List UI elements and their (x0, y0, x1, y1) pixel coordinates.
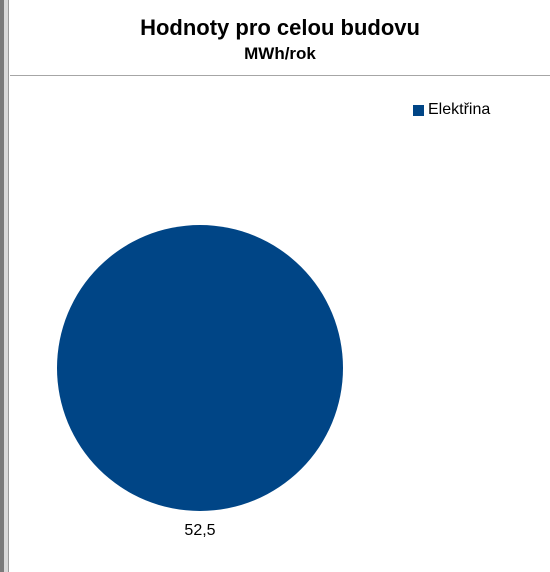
chart-subtitle: MWh/rok (244, 44, 316, 63)
window-left-edge (0, 0, 4, 572)
chart-legend: Elektřina (413, 101, 490, 119)
window-left-bevel (4, 0, 9, 572)
slice-value-label: 52,5 (184, 522, 215, 539)
pie-slice (57, 225, 343, 511)
chart-title-area: Hodnoty pro celou budovu MWh/rok (10, 0, 550, 76)
legend-swatch (413, 104, 424, 116)
chart-title: Hodnoty pro celou budovu (140, 15, 420, 40)
legend-label: Elektřina (428, 101, 491, 118)
